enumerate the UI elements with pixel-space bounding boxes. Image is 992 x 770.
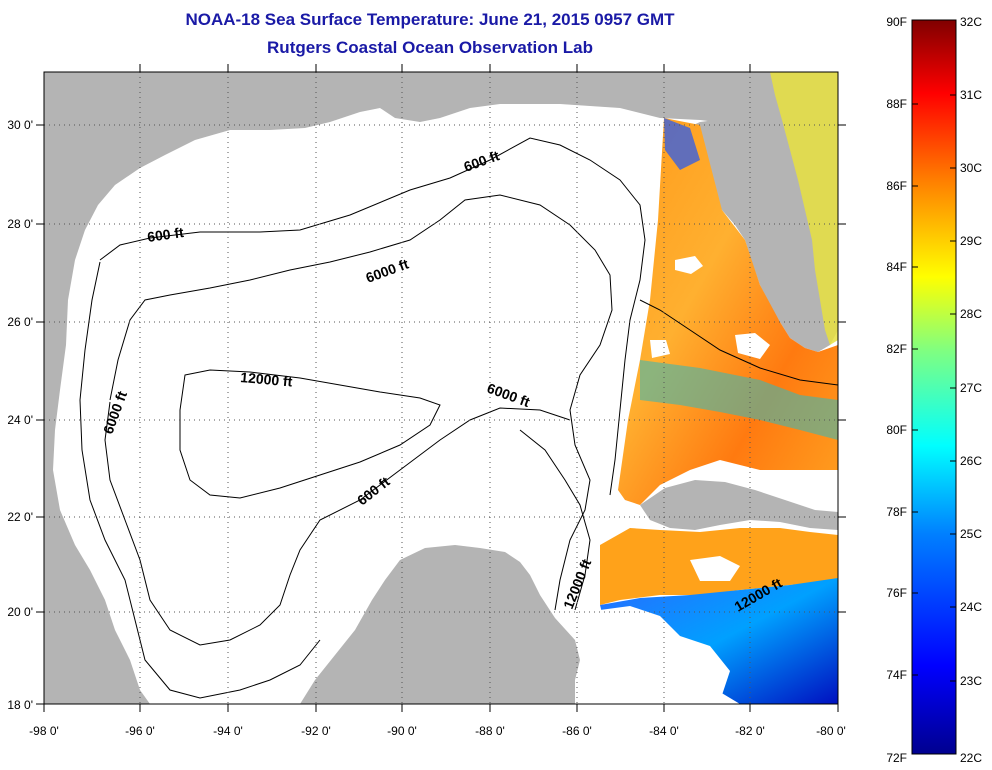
c-label: 24C xyxy=(960,600,982,614)
longitude-labels: -98 0' -96 0' -94 0' -92 0' -90 0' -88 0… xyxy=(29,724,846,738)
f-label: 80F xyxy=(886,423,907,437)
contour-label-1: 600 ft xyxy=(146,224,185,245)
f-label: 84F xyxy=(886,260,907,274)
lon-label: -84 0' xyxy=(649,724,679,738)
contour-6000ft-b xyxy=(104,401,571,646)
contour-florida-shelf xyxy=(639,299,838,386)
map-title: NOAA-18 Sea Surface Temperature: June 21… xyxy=(185,10,675,29)
f-label: 78F xyxy=(886,505,907,519)
colorbar-ticks xyxy=(912,94,956,682)
colorbar-c-labels: 32C 31C 30C 29C 28C 27C 26C 25C 24C 23C … xyxy=(960,15,982,765)
lat-label: 18 0' xyxy=(7,698,33,712)
lon-label: -90 0' xyxy=(387,724,417,738)
f-label: 76F xyxy=(886,586,907,600)
cloud-gaps xyxy=(600,256,770,704)
lat-label: 24 0' xyxy=(7,413,33,427)
c-label: 31C xyxy=(960,88,982,102)
f-label: 74F xyxy=(886,668,907,682)
c-label: 32C xyxy=(960,15,982,29)
lat-label: 28 0' xyxy=(7,217,33,231)
contour-label-4: 12000 ft xyxy=(240,369,294,390)
c-label: 25C xyxy=(960,527,982,541)
colorbar xyxy=(911,19,957,755)
contour-6000ft xyxy=(109,194,613,611)
f-label: 90F xyxy=(886,15,907,29)
c-label: 26C xyxy=(960,454,982,468)
lon-label: -92 0' xyxy=(301,724,331,738)
map-subtitle: Rutgers Coastal Ocean Observation Lab xyxy=(267,38,593,57)
contour-12000ft xyxy=(179,369,441,499)
lon-label: -96 0' xyxy=(125,724,155,738)
lon-label: -82 0' xyxy=(735,724,765,738)
contour-600ft-b xyxy=(79,261,321,699)
f-label: 88F xyxy=(886,97,907,111)
lat-label: 20 0' xyxy=(7,605,33,619)
axis-ticks xyxy=(36,64,846,712)
sst-swath-teal-band xyxy=(640,360,838,440)
lat-label: 30 0' xyxy=(7,118,33,132)
sst-swath-south-cool xyxy=(600,578,838,704)
f-label: 72F xyxy=(886,751,907,765)
land-yucatan xyxy=(300,545,580,704)
graticule xyxy=(44,72,838,704)
colorbar-f-labels: 90F 88F 86F 84F 82F 80F 78F 76F 74F 72F xyxy=(886,15,907,765)
c-label: 23C xyxy=(960,674,982,688)
c-label: 22C xyxy=(960,751,982,765)
lat-label: 26 0' xyxy=(7,315,33,329)
lon-label: -94 0' xyxy=(213,724,243,738)
f-label: 86F xyxy=(886,179,907,193)
c-label: 28C xyxy=(960,307,982,321)
lon-label: -86 0' xyxy=(562,724,592,738)
c-label: 27C xyxy=(960,381,982,395)
lon-label: -98 0' xyxy=(29,724,59,738)
c-label: 30C xyxy=(960,161,982,175)
map-frame xyxy=(43,71,839,705)
latitude-labels: 30 0' 28 0' 26 0' 24 0' 22 0' 20 0' 18 0… xyxy=(7,118,33,712)
contour-600ft xyxy=(99,137,646,496)
c-label: 29C xyxy=(960,234,982,248)
f-label: 82F xyxy=(886,342,907,356)
land-west-north xyxy=(44,72,838,704)
sst-swath-cool-north xyxy=(664,118,700,170)
lon-label: -88 0' xyxy=(475,724,505,738)
lat-label: 22 0' xyxy=(7,510,33,524)
contour-12000ft-b xyxy=(519,429,591,611)
sst-swath-east xyxy=(770,72,838,345)
lon-label: -80 0' xyxy=(816,724,846,738)
